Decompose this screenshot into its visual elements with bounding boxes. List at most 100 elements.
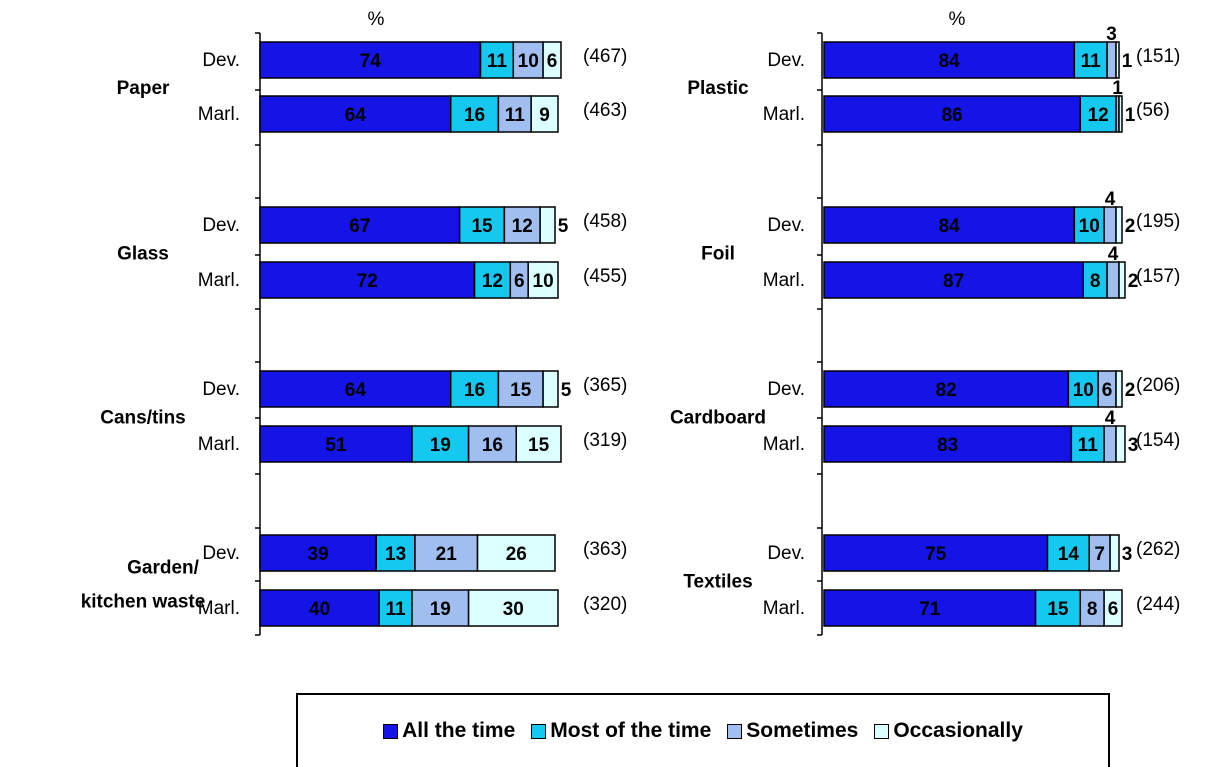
- bar-segment-occasionally: [476, 534, 556, 572]
- data-label: 26: [506, 544, 527, 565]
- bar-segment-all-the-time: [823, 206, 1076, 244]
- data-label: 87: [943, 271, 964, 292]
- sample-size: (244): [1136, 594, 1180, 615]
- data-label: 21: [436, 544, 458, 565]
- row-label: Dev.: [767, 379, 805, 400]
- row-label: Dev.: [202, 543, 240, 564]
- sample-size: (154): [1136, 430, 1180, 451]
- category-label: Paper: [117, 78, 170, 99]
- bar-segment-most-of-the-time: [1079, 95, 1117, 133]
- row-label: Marl.: [198, 270, 240, 291]
- data-label: 82: [936, 380, 957, 401]
- data-label: 4: [1105, 189, 1116, 210]
- category-label: kitchen waste: [81, 592, 206, 613]
- row-label: Marl.: [763, 270, 805, 291]
- bar-segment-sometimes: [503, 206, 541, 244]
- bar-segment-occasionally: [1109, 534, 1120, 572]
- data-label: 40: [309, 599, 330, 620]
- data-label: 16: [464, 380, 485, 401]
- bar-segment-all-the-time: [259, 534, 377, 572]
- legend-label: Occasionally: [893, 719, 1023, 742]
- legend-swatch: [383, 723, 399, 739]
- data-label: 4: [1108, 244, 1119, 265]
- bar-segment-occasionally: [1118, 95, 1123, 133]
- data-label: 14: [1058, 544, 1080, 565]
- bar-segment-sometimes: [1103, 425, 1117, 463]
- data-label: 15: [528, 435, 550, 456]
- data-label: 7: [1094, 544, 1105, 565]
- legend-item-sometimes: Sometimes: [727, 719, 858, 743]
- bar-segment-occasionally: [467, 589, 559, 627]
- bar-segment-occasionally: [542, 41, 562, 79]
- bar-segment-most-of-the-time: [458, 206, 506, 244]
- data-label: 5: [558, 216, 569, 237]
- row-label: Dev.: [202, 215, 240, 236]
- data-label: 71: [919, 599, 941, 620]
- data-label: 4: [1105, 408, 1116, 429]
- data-label: 10: [1073, 380, 1094, 401]
- data-label: 2: [1125, 216, 1136, 237]
- bar-segment-sometimes: [414, 534, 479, 572]
- data-label: 84: [939, 216, 961, 237]
- sample-size: (262): [1136, 539, 1180, 560]
- bar-segment-occasionally: [1103, 589, 1123, 627]
- legend-item-all-the-time: All the time: [383, 719, 515, 743]
- legend-swatch: [874, 723, 890, 739]
- data-label: 2: [1128, 271, 1139, 292]
- category-label: Foil: [701, 244, 735, 265]
- row-label: Marl.: [198, 104, 240, 125]
- bar-segment-sometimes: [411, 589, 470, 627]
- bar-segment-most-of-the-time: [449, 370, 500, 408]
- sample-size: (56): [1136, 100, 1170, 121]
- legend-item-occasionally: Occasionally: [874, 719, 1023, 743]
- data-label: 84: [939, 51, 961, 72]
- data-label: 3: [1128, 435, 1139, 456]
- bar-segment-occasionally: [1115, 370, 1123, 408]
- bar-segment-sometimes: [1106, 41, 1117, 79]
- data-label: 6: [547, 51, 558, 72]
- bar-segment-occasionally: [1115, 206, 1123, 244]
- sample-size: (157): [1136, 266, 1180, 287]
- legend-label: Most of the time: [550, 719, 712, 742]
- sample-size: (463): [583, 100, 627, 121]
- legend-swatch: [531, 723, 547, 739]
- bar-segment-all-the-time: [259, 370, 452, 408]
- bar-segment-all-the-time: [823, 425, 1073, 463]
- sample-size: (151): [1136, 46, 1180, 67]
- unit-label-2: %: [949, 9, 966, 30]
- sample-size: (195): [1136, 211, 1180, 232]
- bar-segment-all-the-time: [823, 589, 1037, 627]
- bar-segment-occasionally: [1115, 41, 1120, 79]
- bar-segment-sometimes: [1103, 206, 1117, 244]
- bar-segment-most-of-the-time: [1073, 41, 1108, 79]
- data-label: 16: [482, 435, 503, 456]
- data-label: 75: [925, 544, 947, 565]
- data-label: 3: [1122, 544, 1133, 565]
- legend-label: Sometimes: [746, 719, 859, 742]
- data-label: 67: [349, 216, 370, 237]
- bar-segment-all-the-time: [823, 261, 1085, 299]
- data-label: 19: [430, 599, 451, 620]
- data-label: 1: [1125, 105, 1136, 126]
- bar-segment-all-the-time: [823, 41, 1076, 79]
- sample-size: (319): [583, 430, 627, 451]
- sample-size: (363): [583, 539, 627, 560]
- category-label: Glass: [117, 244, 169, 265]
- bar-segment-occasionally: [1115, 425, 1126, 463]
- sample-size: (206): [1136, 375, 1180, 396]
- data-label: 12: [482, 271, 503, 292]
- data-label: 2: [1125, 380, 1136, 401]
- bar-segment-occasionally: [539, 206, 556, 244]
- bar-segment-most-of-the-time: [479, 41, 515, 79]
- category-label: Plastic: [687, 78, 749, 99]
- legend-item-most-of-the-time: Most of the time: [531, 719, 711, 743]
- data-label: 12: [512, 216, 533, 237]
- data-label: 1: [1112, 78, 1123, 99]
- data-label: 10: [533, 271, 554, 292]
- bar-segment-most-of-the-time: [473, 261, 512, 299]
- bar-segment-occasionally: [542, 370, 559, 408]
- sample-size: (365): [583, 375, 627, 396]
- data-label: 11: [386, 599, 407, 620]
- data-label: 64: [345, 105, 367, 126]
